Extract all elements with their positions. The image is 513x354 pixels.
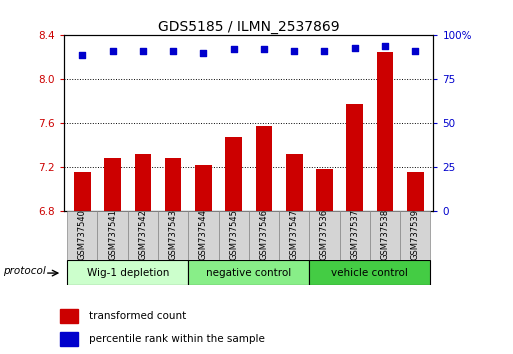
Text: protocol: protocol <box>3 266 46 276</box>
Bar <box>104 158 121 211</box>
Text: GSM737539: GSM737539 <box>411 209 420 260</box>
Bar <box>407 172 424 211</box>
Point <box>139 48 147 54</box>
Point <box>381 43 389 49</box>
Bar <box>134 154 151 211</box>
Point <box>290 48 299 54</box>
Text: transformed count: transformed count <box>89 311 186 321</box>
Bar <box>165 158 182 211</box>
Point <box>78 52 86 57</box>
Bar <box>61 332 77 346</box>
Bar <box>225 137 242 211</box>
Bar <box>188 260 309 285</box>
Text: GSM737546: GSM737546 <box>260 209 268 260</box>
Text: GSM737540: GSM737540 <box>78 209 87 260</box>
Bar <box>316 169 333 211</box>
Bar <box>61 309 77 323</box>
Point <box>321 48 329 54</box>
Text: GSM737542: GSM737542 <box>139 209 147 260</box>
Text: GSM737537: GSM737537 <box>350 209 359 260</box>
Bar <box>286 154 303 211</box>
Point <box>260 47 268 52</box>
Bar <box>255 126 272 211</box>
Bar <box>97 211 128 260</box>
Bar <box>340 211 370 260</box>
Text: GSM737547: GSM737547 <box>290 209 299 260</box>
Point <box>199 50 207 56</box>
Point <box>411 48 420 54</box>
Bar <box>74 172 91 211</box>
Text: GSM737538: GSM737538 <box>381 209 389 260</box>
Bar <box>370 211 400 260</box>
Text: GSM737545: GSM737545 <box>229 209 238 260</box>
Bar <box>377 52 393 211</box>
Text: negative control: negative control <box>206 268 291 278</box>
Text: vehicle control: vehicle control <box>331 268 408 278</box>
Text: Wig-1 depletion: Wig-1 depletion <box>87 268 169 278</box>
Bar <box>67 211 97 260</box>
Bar <box>67 260 188 285</box>
Bar <box>195 165 212 211</box>
Point <box>108 48 116 54</box>
Bar <box>249 211 279 260</box>
Bar <box>279 211 309 260</box>
Bar <box>188 211 219 260</box>
Text: GSM737536: GSM737536 <box>320 209 329 260</box>
Text: GSM737543: GSM737543 <box>169 209 177 260</box>
Bar <box>309 260 430 285</box>
Bar <box>158 211 188 260</box>
Point <box>229 47 238 52</box>
Text: GSM737544: GSM737544 <box>199 209 208 260</box>
Text: GSM737541: GSM737541 <box>108 209 117 260</box>
Text: percentile rank within the sample: percentile rank within the sample <box>89 333 265 344</box>
Title: GDS5185 / ILMN_2537869: GDS5185 / ILMN_2537869 <box>158 21 340 34</box>
Bar <box>219 211 249 260</box>
Bar <box>128 211 158 260</box>
Point <box>169 48 177 54</box>
Bar <box>346 104 363 211</box>
Bar <box>309 211 340 260</box>
Bar <box>400 211 430 260</box>
Point <box>351 45 359 51</box>
